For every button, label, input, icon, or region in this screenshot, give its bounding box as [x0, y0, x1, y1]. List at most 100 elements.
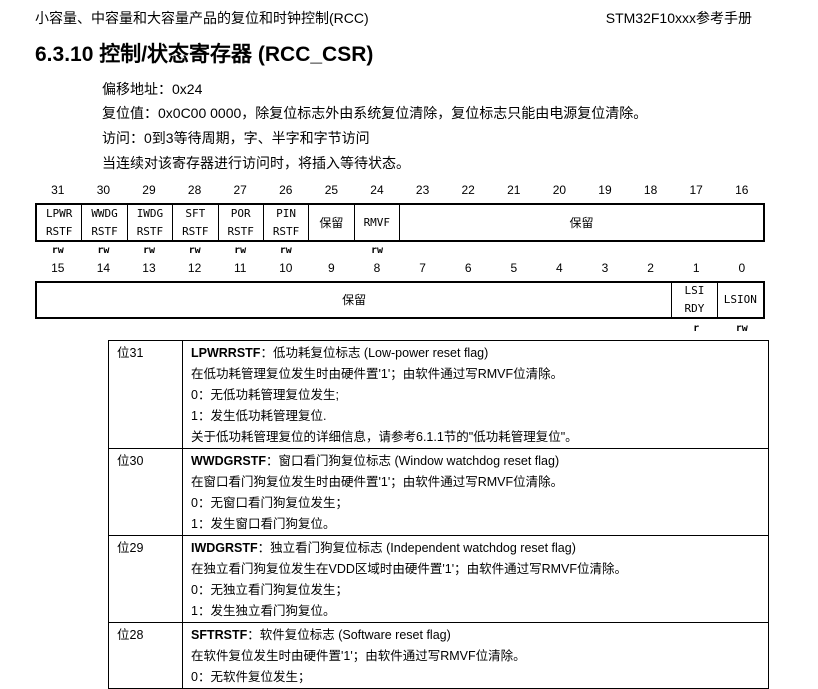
field-name-line2: RSTF [227, 224, 254, 238]
bit-label: 位28 [108, 622, 183, 689]
field-name-line1: LSION [723, 293, 757, 306]
bit-description-table: 位31 LPWRRSTF：低功耗复位标志 (Low-power reset fla… [108, 340, 769, 689]
field-title: ：软件复位标志 (Software reset flag) [247, 628, 451, 642]
bit-number: 18 [643, 183, 658, 197]
bit-number: 26 [279, 183, 293, 197]
field-name: SFT RSTF [182, 205, 209, 241]
field-name-line1: RMVF [363, 215, 391, 229]
access-type: rw [370, 245, 383, 256]
field-name: RMVF [364, 214, 391, 232]
description-line: 0：无软件复位发生； [191, 670, 311, 684]
running-header-left: 小容量、中容量和大容量产品的复位和时钟控制(RCC) [35, 10, 369, 26]
field-name: 保留 [342, 291, 366, 309]
register-row: LPWR RSTF WWDG RSTF IWDG RSTF SFT RSTF POR RSTF PI… [35, 203, 765, 242]
bit-number: 28 [187, 183, 202, 197]
field-name: POR RSTF [227, 205, 254, 241]
register-field: SFT RSTF [173, 205, 219, 241]
bit-number: 31 [51, 183, 65, 197]
bit-label: 位31 [108, 340, 183, 449]
field-name: WWDGRSTF [191, 454, 266, 468]
bit-label: 位29 [108, 535, 183, 623]
register-field: WWDG RSTF [82, 205, 128, 241]
offset-address: 偏移地址：0x24 [102, 81, 203, 97]
field-name: LSION [724, 291, 757, 309]
bit-number: 3 [601, 261, 609, 275]
access-type: rw [735, 323, 748, 334]
description-line: 1：发生低功耗管理复位. [191, 409, 327, 423]
register-field: RMVF [355, 205, 400, 240]
register-field: PIN RSTF [264, 205, 310, 241]
register-field: LSI RDY [672, 283, 718, 317]
bit-number: 19 [598, 183, 612, 197]
bit-number: 14 [96, 261, 111, 275]
field-name-line1: POR [230, 206, 251, 220]
bit-description: SFTRSTF：软件复位标志 (Software reset flag) 在软件复… [182, 622, 769, 689]
bit-number: 30 [96, 183, 111, 197]
bit-number: 13 [142, 261, 156, 275]
field-name-line1: PIN [276, 206, 296, 220]
register-row: 保留 LSI RDY LSION [35, 281, 765, 319]
field-name-line2: RSTF [272, 224, 300, 238]
access-type: r [693, 323, 700, 334]
bit-label: 位30 [108, 448, 183, 536]
bit-number: 8 [373, 261, 381, 275]
section-title: 6.3.10 控制/状态寄存器 (RCC_CSR) [35, 43, 374, 66]
bit-number: 7 [419, 261, 426, 275]
access-type: rw [188, 245, 201, 256]
running-header-right: STM32F10xxx参考手册 [605, 10, 752, 26]
description-row: 位31 LPWRRSTF：低功耗复位标志 (Low-power reset fla… [108, 340, 769, 449]
register-field: LSION [718, 283, 763, 317]
field-name-line1: WWDG [91, 206, 118, 220]
bit-number: 24 [370, 183, 384, 197]
description-row: 位28 SFTRSTF：软件复位标志 (Software reset flag) 在… [108, 622, 769, 689]
bit-number: 4 [556, 261, 563, 275]
bit-number: 10 [279, 261, 293, 275]
bit-number: 15 [51, 261, 65, 275]
field-title: ：低功耗复位标志 (Low-power reset flag) [260, 346, 489, 360]
field-name: PIN RSTF [273, 205, 300, 241]
description-line: 关于低功耗管理复位的详细信息，请参考6.1.1节的"低功耗管理复位"。 [191, 430, 578, 444]
bit-number: 22 [461, 183, 475, 197]
access-type: rw [142, 245, 155, 256]
description-heading: LPWRRSTF：低功耗复位标志 (Low-power reset flag) [191, 343, 760, 364]
description-heading: IWDGRSTF：独立看门狗复位标志 (Independent watchdog… [191, 538, 760, 559]
register-field: 保留 [309, 205, 355, 240]
bit-number: 12 [187, 261, 202, 275]
description-line: 0：无独立看门狗复位发生； [191, 583, 348, 597]
bit-number: 9 [328, 261, 335, 275]
description-heading: SFTRSTF：软件复位标志 (Software reset flag) [191, 625, 760, 646]
description-line: 1：发生独立看门狗复位。 [191, 604, 336, 618]
reset-value: 复位值：0x0C00 0000，除复位标志外由系统复位清除，复位标志只能由电源复… [102, 105, 648, 121]
description-line: 0：无低功耗管理复位发生; [191, 388, 339, 402]
field-name-line2: RSTF [182, 224, 209, 238]
bit-number: 23 [415, 183, 430, 197]
field-name-line1: LSI [684, 284, 705, 297]
bit-number: 27 [233, 183, 247, 197]
access-type: rw [97, 245, 110, 256]
field-name: SFTRSTF [191, 628, 248, 642]
field-name: 保留 [569, 214, 593, 232]
description-line: 在窗口看门狗复位发生时由硬件置'1'；由软件通过写RMVF位清除。 [191, 475, 564, 489]
bit-number: 2 [647, 261, 654, 275]
field-name-line1: SFT [185, 206, 206, 220]
wait-state-note: 当连续对该寄存器进行访问时，将插入等待状态。 [102, 155, 410, 171]
bit-number: 21 [507, 183, 521, 197]
field-title: ：窗口看门狗复位标志 (Window watchdog reset flag) [265, 454, 560, 468]
bit-number: 11 [233, 261, 247, 275]
description-heading: WWDGRSTF：窗口看门狗复位标志 (Window watchdog rese… [191, 451, 760, 472]
access-type: rw [279, 245, 292, 256]
access-type: rw [51, 245, 64, 256]
field-name-line1: IWDG [136, 206, 164, 220]
bit-description: IWDGRSTF：独立看门狗复位标志 (Independent watchdog… [182, 535, 769, 623]
bit-number: 17 [689, 183, 703, 197]
bit-number: 5 [510, 261, 518, 275]
register-field: POR RSTF [219, 205, 264, 240]
bit-number: 20 [552, 183, 567, 197]
description-line: 0：无窗口看门狗复位发生； [191, 496, 348, 510]
register-field: LPWR RSTF [37, 205, 83, 240]
field-name: WWDG RSTF [91, 205, 118, 241]
field-name-line2: RSTF [91, 224, 118, 238]
bit-description: LPWRRSTF：低功耗复位标志 (Low-power reset flag) 在… [182, 340, 769, 449]
field-name-line1: 保留 [569, 215, 594, 230]
access-info: 访问：0到3等待周期，字、半字和字节访问 [102, 130, 370, 146]
